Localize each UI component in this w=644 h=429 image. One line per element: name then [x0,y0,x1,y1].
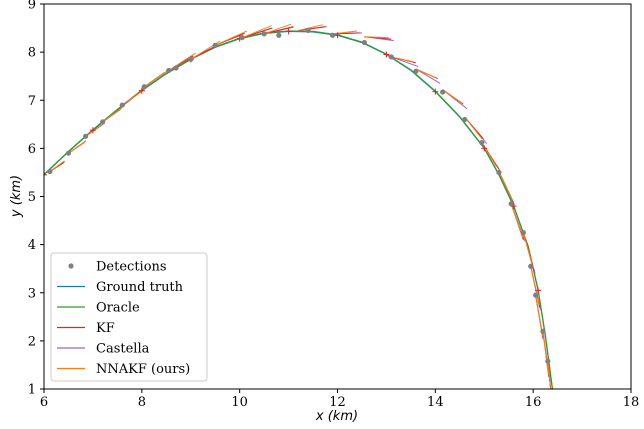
x-tick-label: 14 [427,395,444,410]
kf-marker [481,145,488,152]
kf-marker [89,127,96,134]
x-tick-label: 8 [138,395,146,410]
y-axis-label: y (km) [9,175,24,218]
detection-point [239,35,245,41]
detection-point [388,54,394,60]
legend-label-nnakf: NNAKF (ours) [96,362,190,377]
detection-point [47,168,53,175]
x-tick-label: 10 [231,395,248,410]
y-tick-label: 7 [28,94,36,109]
kf-marker [535,287,542,294]
detection-point [330,32,336,38]
nnakf-segment [415,68,436,79]
detection-point [533,292,539,298]
detection-point [540,328,546,334]
nnakf-segment [121,89,145,106]
castella-segment [415,68,441,84]
detection-point [520,229,526,236]
detection-point [528,263,534,269]
y-tick-label: 2 [28,334,36,349]
nnakf-segment [332,30,358,35]
legend: Detections Ground truth Oracle KF Castella NN… [50,252,208,382]
detection-point [545,358,551,364]
detection-point [496,169,502,176]
y-tick-label: 8 [28,46,36,61]
x-axis-label: x (km) [315,409,358,424]
detection-point [173,65,179,71]
detection-point [276,32,282,38]
detection-point [462,116,468,123]
detection-point [413,68,419,74]
detection-point [440,89,446,95]
y-tick-label: 1 [28,383,36,398]
nnakf-segment [241,25,272,39]
kf-marker [334,32,341,39]
detection-point [119,102,125,108]
nnakf-segment [263,23,292,35]
kf-marker [138,87,145,94]
y-tick-label: 4 [28,238,36,253]
detection-point [361,39,368,46]
x-tick-label: 6 [40,395,48,410]
legend-box [50,252,208,382]
detection-point [305,27,311,34]
detection-point [479,140,485,146]
y-tick-label: 5 [28,190,36,205]
nnakf-segment [498,171,514,201]
kf-marker [285,28,292,35]
nnakf-segment [442,89,463,104]
detection-point [65,150,72,156]
nnakf-segment [364,36,389,39]
detection-point [82,133,89,139]
y-tick-label: 9 [28,0,36,13]
detection-point [141,84,147,90]
legend-label-castella: Castella [96,342,150,357]
nnakf-segment [530,266,540,305]
detection-point [508,201,514,207]
legend-label-oracle: Oracle [96,301,140,316]
nnakf-segment [547,361,552,389]
detection-point [261,31,267,37]
legend-label-detections: Detections [96,260,167,275]
detection-point [100,119,106,125]
nnakf-segment [49,160,65,172]
legend-label-ground_truth: Ground truth [96,280,184,295]
legend-swatch-detections [68,263,74,269]
kf-marker [44,171,47,178]
x-tick-label: 12 [329,395,346,410]
nnakf-segment [391,56,414,63]
y-tick-label: 3 [28,286,36,301]
nnakf-segment [298,24,323,31]
kf-marker [432,88,439,95]
nnakf-segment [215,30,248,46]
castella-segment [391,56,419,68]
nnakf-segment [168,52,196,71]
detection-point [212,42,218,48]
kf-marker [383,51,390,58]
nnakf-segment [542,331,549,375]
nnakf-segment [143,69,170,88]
kf-segment [264,26,294,35]
detection-point [166,67,172,74]
nnakf-segment [102,107,123,123]
x-tick-label: 16 [525,395,542,410]
y-tick-label: 6 [28,142,36,157]
legend-label-kf: KF [96,321,115,336]
nnakf-segment [464,116,483,140]
x-tick-label: 18 [623,395,640,410]
nnakf-segment [522,232,534,269]
nnakf-segment [68,140,87,154]
plot-area [44,23,554,389]
detection-point [188,56,194,62]
